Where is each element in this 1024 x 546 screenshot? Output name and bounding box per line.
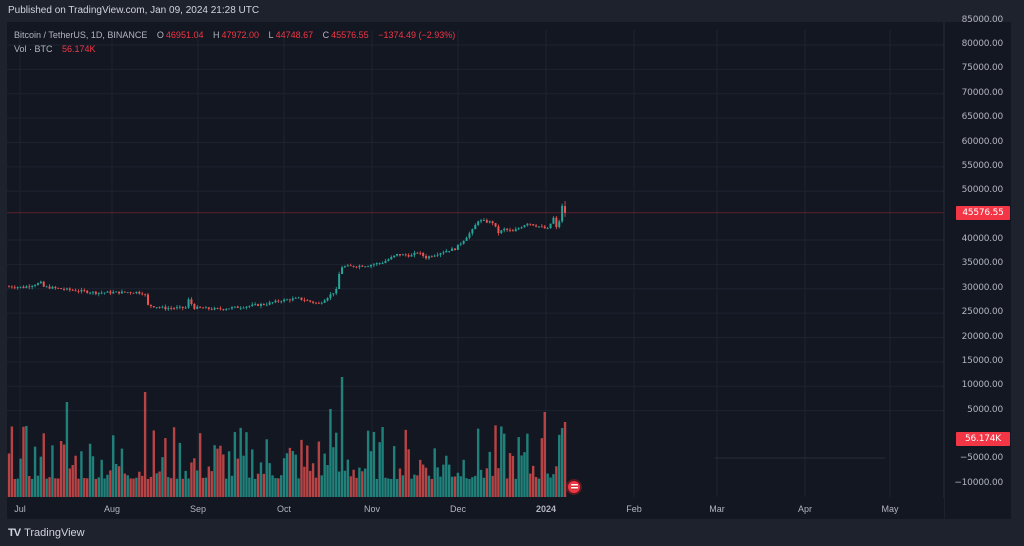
published-note: Published on TradingView.com, Jan 09, 20… (8, 5, 260, 16)
brand-name: TradingView (24, 527, 85, 539)
high-value: 47972.00 (221, 30, 260, 40)
close-value: 45576.55 (331, 30, 369, 40)
time-tick-label: Sep (189, 504, 207, 514)
price-tick-label: 25000.00 (961, 307, 1004, 318)
low-label: L (268, 30, 274, 40)
price-tick-label: 15000.00 (961, 355, 1004, 366)
price-tick-label: 60000.00 (961, 136, 1004, 147)
price-tick-label: 85000.00 (961, 14, 1004, 25)
price-tick-label: 10000.00 (961, 380, 1004, 391)
time-axis[interactable]: Jul Aug Sep Oct Nov Dec 2024 Feb Mar Apr May (7, 498, 944, 519)
price-tick-label: 75000.00 (961, 63, 1004, 74)
volume-label[interactable]: Vol · BTC (14, 44, 53, 54)
time-tick-label: May (881, 504, 899, 514)
time-tick-label: Apr (797, 504, 813, 514)
price-tick-label: 55000.00 (961, 160, 1004, 171)
us-flag-event-icon[interactable] (566, 479, 582, 495)
price-tick-label: 80000.00 (961, 39, 1004, 49)
price-tick-label: −5000.00 (959, 453, 1003, 464)
ohlc-row: Bitcoin / TetherUS, 1D, BINANCE O 46951.0… (14, 28, 457, 42)
tradingview-logo-icon: TV (8, 527, 21, 539)
change-value: −1374.49 (−2.93%) (378, 30, 456, 40)
time-tick-label: Nov (363, 504, 381, 514)
high-label: H (212, 30, 220, 40)
time-tick-label: Jul (14, 504, 26, 514)
close-label: C (322, 30, 330, 40)
price-axis[interactable]: 85000.00 80000.00 75000.00 70000.00 65000.00… (944, 15, 1011, 498)
time-tick-label: Dec (449, 504, 467, 514)
price-tick-label: −10000.00 (954, 477, 1003, 488)
time-tick-label: 2024 (535, 504, 557, 514)
time-tick-label: Oct (276, 504, 292, 514)
price-tick-label: 50000.00 (961, 185, 1004, 196)
open-value: 46951.04 (165, 30, 204, 40)
current-price-badge: 45576.55 (956, 206, 1010, 220)
price-tick-label: 40000.00 (961, 234, 1004, 244)
open-label: O (156, 30, 164, 40)
price-tick-label: 5000.00 (967, 404, 1003, 415)
symbol-label[interactable]: Bitcoin / TetherUS, 1D, BINANCE (14, 30, 148, 40)
time-tick-label: Mar (709, 504, 725, 514)
footer-brand: TV TradingView (8, 527, 85, 539)
price-tick-label: 30000.00 (961, 282, 1004, 293)
volume-badge: 56.174K (956, 432, 1010, 446)
low-value: 44748.67 (275, 30, 314, 40)
time-tick-label: Feb (626, 504, 642, 514)
time-tick-label: Aug (103, 504, 121, 514)
volume-value: 56.174K (62, 44, 96, 54)
price-tick-label: 35000.00 (961, 258, 1004, 269)
price-tick-label: 70000.00 (961, 87, 1004, 98)
price-tick-label: 65000.00 (961, 112, 1004, 123)
volume-row: Vol · BTC 56.174K (14, 42, 457, 56)
price-tick-label: 20000.00 (961, 331, 1004, 342)
chart-legend: Bitcoin / TetherUS, 1D, BINANCE O 46951.0… (14, 28, 457, 56)
